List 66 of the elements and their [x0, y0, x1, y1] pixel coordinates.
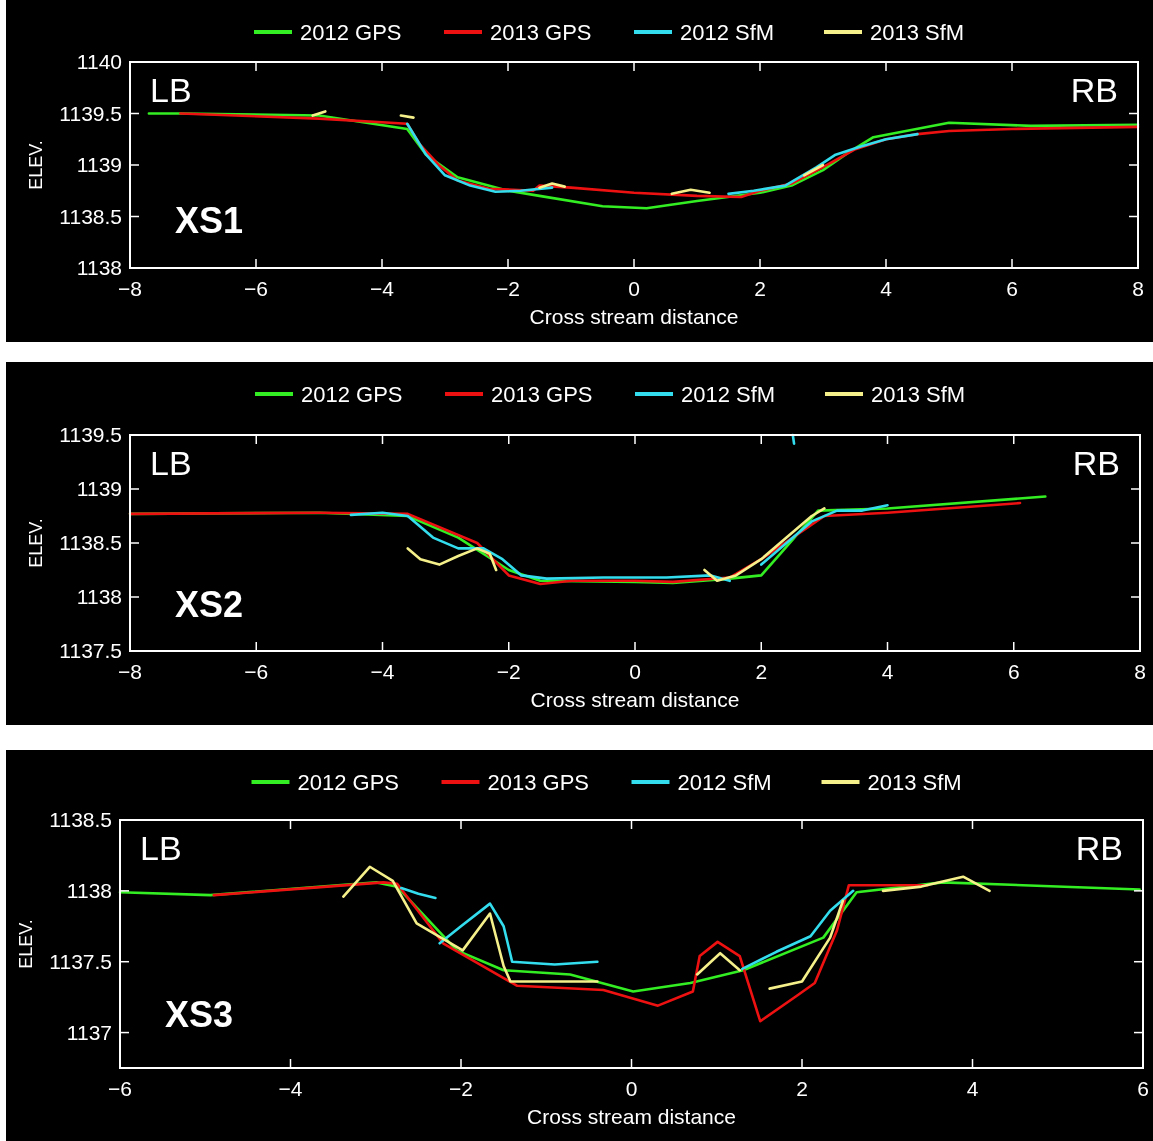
x-tick-label: 0	[625, 1077, 638, 1100]
x-tick-label: −6	[244, 660, 269, 683]
annotation: XS2	[175, 584, 244, 625]
annotation: XS1	[175, 200, 244, 241]
annotation: LB	[140, 829, 182, 867]
x-tick-label: −2	[496, 660, 521, 683]
annotation: RB	[1072, 444, 1120, 482]
y-tick-label: 1137.5	[59, 639, 122, 662]
x-tick-label: 6	[1007, 660, 1020, 683]
x-tick-label: −8	[118, 277, 142, 300]
x-axis-title: Cross stream distance	[527, 1105, 736, 1128]
legend-label: 2012 SfM	[681, 382, 776, 407]
legend-label: 2013 GPS	[491, 382, 593, 407]
legend-label: 2013 SfM	[870, 20, 965, 45]
x-tick-label: 0	[629, 660, 641, 683]
annotation: LB	[150, 444, 192, 482]
legend-label: 2013 GPS	[490, 20, 592, 45]
y-tick-label: 1138.5	[49, 808, 112, 831]
x-tick-label: −6	[108, 1077, 132, 1100]
y-tick-label: 1139	[76, 477, 122, 500]
x-tick-label: 6	[1006, 277, 1018, 300]
x-tick-label: 8	[1132, 277, 1144, 300]
x-tick-label: −2	[449, 1077, 473, 1100]
x-tick-label: −4	[370, 277, 395, 300]
x-tick-label: 2	[796, 1077, 808, 1100]
x-tick-label: −4	[370, 660, 395, 683]
y-tick-label: 1139.5	[59, 101, 122, 125]
y-tick-label: 1138	[66, 878, 112, 902]
x-tick-label: −6	[244, 277, 268, 300]
x-axis-title: Cross stream distance	[529, 305, 739, 328]
legend-label: 2012 GPS	[297, 770, 400, 795]
y-tick-label: 1138.5	[59, 204, 122, 228]
y-tick-label: 1137.5	[49, 949, 112, 973]
annotation: LB	[150, 71, 192, 109]
x-tick-label: 8	[1134, 660, 1146, 683]
legend-label: 2012 GPS	[300, 20, 402, 45]
legend-label: 2012 SfM	[677, 770, 772, 795]
annotation: RB	[1075, 829, 1123, 867]
y-tick-label: 1138	[76, 256, 122, 279]
x-tick-label: −4	[278, 1077, 303, 1100]
y-tick-label: 1139	[76, 153, 122, 176]
x-tick-label: 4	[880, 277, 893, 300]
legend-label: 2013 SfM	[871, 382, 966, 407]
x-tick-label: −8	[118, 660, 142, 683]
annotation: RB	[1070, 71, 1118, 109]
y-tick-label: 1139.5	[59, 423, 122, 446]
x-tick-label: −2	[496, 277, 520, 300]
x-tick-label: 0	[628, 277, 640, 300]
x-axis-title: Cross stream distance	[530, 688, 740, 711]
x-tick-label: 4	[966, 1077, 979, 1100]
legend-label: 2012 SfM	[680, 20, 775, 45]
x-tick-label: 2	[754, 277, 766, 300]
y-tick-label: 1138.5	[59, 531, 122, 554]
x-tick-label: 2	[755, 660, 768, 683]
legend-label: 2013 GPS	[487, 770, 590, 795]
y-axis-title: ELEV.	[26, 140, 46, 190]
x-tick-label: 6	[1137, 1077, 1149, 1100]
legend-label: 2012 GPS	[301, 382, 403, 407]
legend-label: 2013 SfM	[867, 770, 962, 795]
y-tick-label: 1137	[66, 1020, 112, 1044]
y-tick-label: 1138	[76, 585, 122, 608]
y-axis-title: ELEV.	[16, 919, 36, 969]
x-tick-label: 4	[881, 660, 894, 683]
y-axis-title: ELEV.	[26, 518, 46, 568]
annotation: XS3	[165, 994, 234, 1035]
y-tick-label: 1140	[76, 50, 122, 73]
